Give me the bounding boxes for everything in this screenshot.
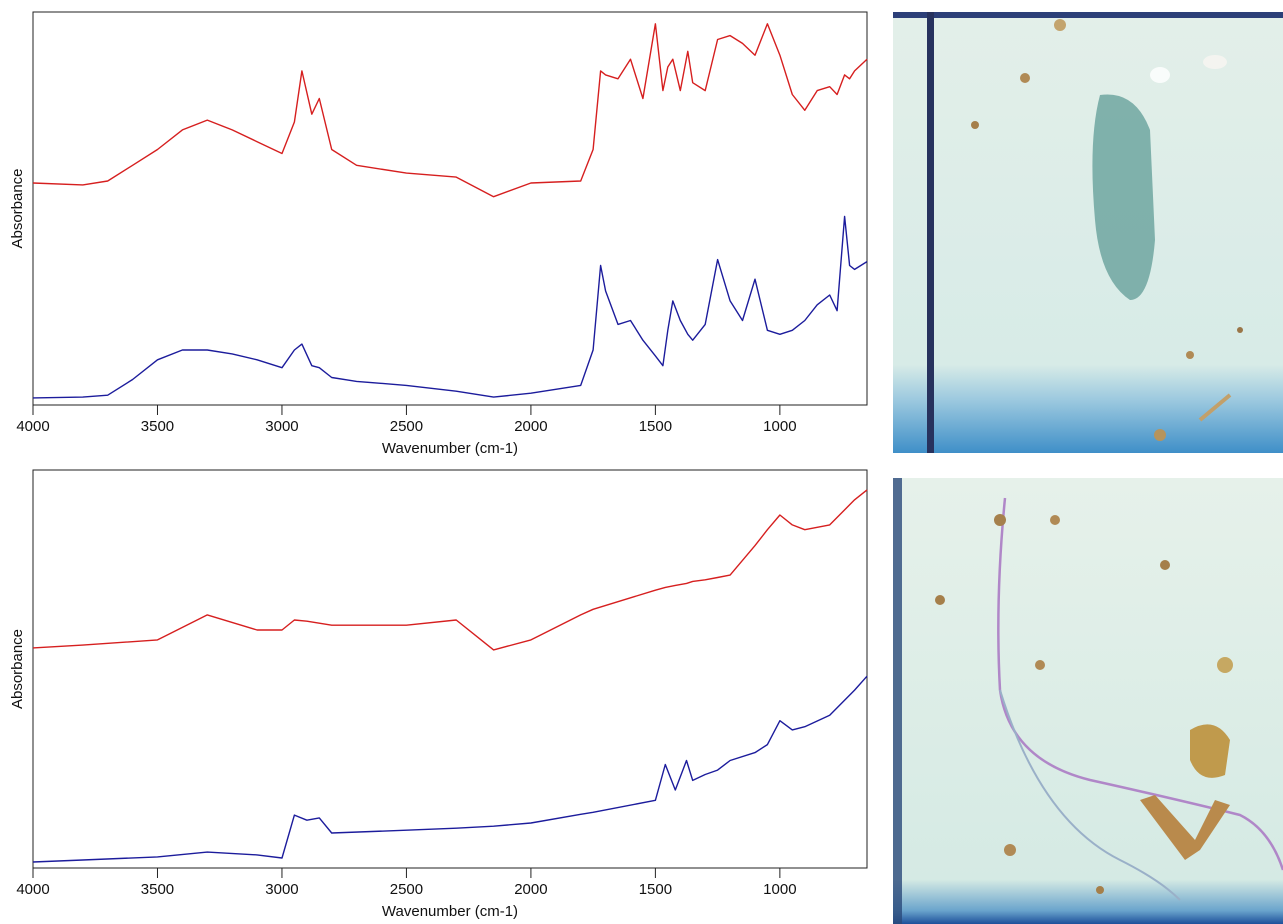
x-tick-label: 1500 [639, 881, 672, 898]
x-axis-label: Wavenumber (cm-1) [382, 903, 518, 920]
x-tick-label: 3500 [141, 881, 174, 898]
x-axis-label: Wavenumber (cm-1) [382, 440, 518, 457]
x-tick-label: 2500 [390, 881, 423, 898]
x-tick-label: 2000 [514, 418, 547, 435]
spectrum-line [32, 489, 868, 651]
x-tick-label: 2500 [390, 418, 423, 435]
x-tick-label: 4000 [16, 881, 49, 898]
y-axis-label: Absorbance [9, 168, 26, 248]
y-axis-label: Absorbance [9, 629, 26, 709]
x-tick-label: 3000 [265, 881, 298, 898]
photo-1 [893, 12, 1283, 453]
spectrum-line [32, 675, 868, 863]
spectrum-line [32, 215, 868, 399]
plot-frame [32, 11, 868, 406]
x-tick-label: 3500 [141, 418, 174, 435]
spectrum-line [32, 23, 868, 198]
x-tick-label: 1500 [639, 418, 672, 435]
x-tick-label: 3000 [265, 418, 298, 435]
photo-2 [893, 478, 1283, 924]
plot-frame [32, 469, 868, 869]
x-tick-label: 4000 [16, 418, 49, 435]
x-tick-label: 1000 [763, 418, 796, 435]
x-tick-label: 2000 [514, 881, 547, 898]
x-tick-label: 1000 [763, 881, 796, 898]
